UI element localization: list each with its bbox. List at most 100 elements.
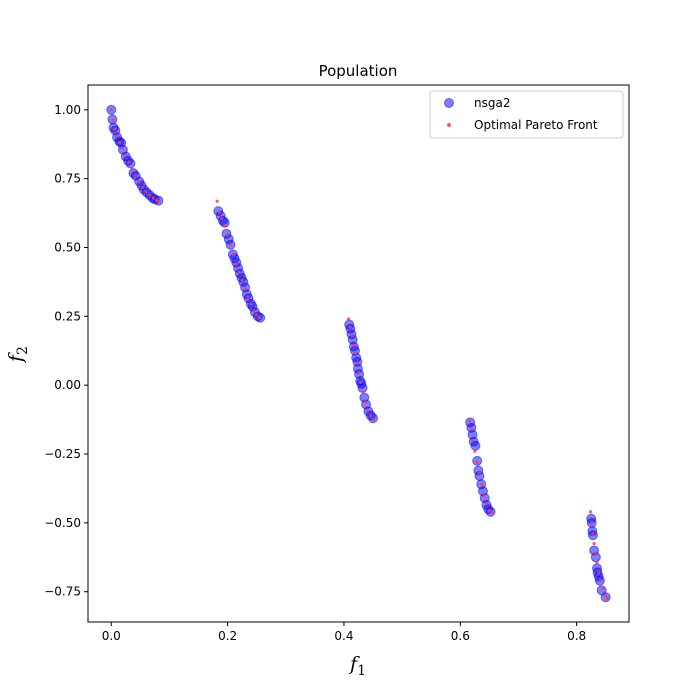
x-axis-label-base: f: [348, 653, 360, 675]
pareto-front-point: [591, 532, 595, 536]
y-tick-label: 0.00: [54, 378, 81, 392]
pareto-front-point: [605, 596, 610, 601]
pareto-front-point: [237, 270, 241, 274]
pareto-front-point: [604, 594, 608, 598]
pareto-front-point: [487, 508, 491, 513]
pareto-front-point: [595, 561, 599, 565]
pareto-front-point: [350, 334, 354, 338]
x-tick-label: 0.2: [218, 629, 237, 643]
series-layer: [106, 104, 611, 603]
pareto-front-point: [592, 541, 596, 546]
y-axis-label-base: f: [5, 352, 27, 364]
pareto-front-point: [482, 493, 486, 497]
x-tick-label: 0.0: [102, 629, 121, 643]
pareto-front-point: [252, 309, 256, 313]
x-tick-label: 0.8: [567, 629, 586, 643]
pareto-front-point: [123, 153, 127, 157]
pareto-front-point: [471, 438, 475, 442]
pareto-front-point: [134, 174, 138, 178]
pareto-front-point: [220, 216, 224, 221]
pareto-front-point: [228, 243, 233, 247]
y-tick-label: −0.25: [44, 447, 81, 461]
pareto-front-point: [258, 316, 262, 320]
y-tick-label: −0.50: [44, 516, 81, 530]
pareto-front-point: [240, 278, 244, 283]
pareto-front-point: [243, 287, 247, 291]
pareto-front-point: [590, 521, 594, 525]
pareto-front-point: [348, 325, 352, 329]
y-tick-label: 0.50: [54, 240, 81, 254]
legend-marker-optimal-pareto-front: [447, 123, 451, 127]
pareto-front-point: [141, 185, 145, 190]
pareto-front-point: [363, 400, 368, 404]
pareto-front-point: [468, 419, 472, 423]
pareto-front-point: [255, 313, 259, 317]
x-tick-label: 0.6: [451, 629, 470, 643]
nsga2-point: [125, 158, 136, 169]
x-tick-label: 0.4: [334, 629, 353, 643]
pareto-front-point: [130, 167, 134, 171]
plot-area: 0.0 0.2 0.4 0.6 0.8 −0.75 −0.50 −0.25 0.00 0.25 0…: [44, 84, 630, 643]
y-axis-label-sub: 2: [15, 346, 31, 355]
pareto-front-point: [475, 460, 479, 464]
pareto-front-point: [359, 380, 363, 385]
y-axis-label: f2: [5, 346, 31, 364]
legend-label-optimal-pareto-front: Optimal Pareto Front: [474, 118, 598, 132]
pareto-front-point: [144, 190, 148, 194]
legend-marker-nsga2: [444, 98, 454, 108]
pareto-front-point: [234, 262, 238, 266]
pareto-front-point: [480, 482, 484, 486]
pareto-front-point: [490, 510, 494, 514]
pareto-front-point: [223, 223, 227, 228]
pareto-front-point: [353, 351, 358, 356]
pareto-front-point: [361, 390, 365, 394]
pareto-front-point: [217, 210, 222, 214]
pareto-front-point: [366, 408, 370, 412]
pareto-front-point: [226, 233, 230, 237]
pareto-front-point: [347, 317, 351, 321]
pareto-front-point: [109, 108, 113, 112]
pareto-front-point: [357, 371, 361, 375]
pareto-front-point: [589, 510, 593, 514]
x-axis-label-sub: 1: [357, 663, 366, 679]
pareto-front-point: [113, 127, 117, 131]
y-tick-label: 0.25: [54, 309, 81, 323]
pareto-front-point: [137, 180, 141, 184]
x-axis-label: f1: [348, 653, 366, 679]
nsga2-point: [470, 440, 481, 451]
y-tick-label: −0.75: [44, 585, 81, 599]
pareto-front-point: [249, 302, 253, 306]
pareto-front-point: [598, 579, 603, 583]
pareto-front-point: [151, 196, 155, 200]
pareto-front-point: [369, 413, 373, 418]
nsga2-point: [219, 217, 230, 228]
pareto-front-point: [484, 501, 489, 506]
pareto-front-point: [352, 343, 356, 347]
pareto-front-point: [215, 199, 219, 203]
pareto-front-point: [246, 295, 250, 299]
y-tick-label: 0.75: [54, 172, 81, 186]
pareto-front-point: [597, 570, 601, 575]
pareto-front-point: [148, 193, 152, 197]
y-axis: −0.75 −0.50 −0.25 0.00 0.25 0.50 0.75 1.00: [44, 103, 88, 599]
pareto-front-point: [115, 134, 119, 138]
legend-box: [429, 90, 624, 139]
pareto-front-point: [477, 471, 482, 475]
pareto-front-point: [157, 199, 161, 203]
y-tick-label: 1.00: [54, 103, 81, 117]
pareto-front-point: [469, 427, 473, 431]
pareto-front-point: [372, 417, 376, 422]
pareto-front-point: [127, 160, 131, 164]
legend-label-nsga2: nsga2: [474, 96, 510, 110]
x-axis: 0.0 0.2 0.4 0.6 0.8: [102, 622, 586, 643]
pareto-front-point: [355, 361, 359, 365]
pareto-front-point: [120, 146, 124, 150]
pareto-front-point: [601, 587, 605, 591]
pareto-front-point: [117, 140, 122, 144]
pareto-front-point: [111, 118, 115, 122]
pareto-front-point: [473, 449, 477, 453]
pareto-front-point: [593, 551, 597, 555]
legend: nsga2 Optimal Pareto Front: [429, 90, 624, 139]
chart-title: Population: [319, 62, 398, 80]
